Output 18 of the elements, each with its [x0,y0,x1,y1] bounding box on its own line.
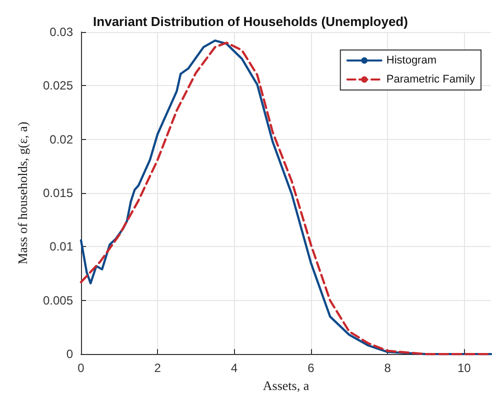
x-tick-label: 4 [230,361,238,376]
x-tick-label: 2 [154,361,162,376]
y-tick-label: 0.025 [42,78,74,93]
x-tick-label: 6 [308,361,315,376]
x-tick-label: 10 [458,361,472,376]
x-axis-title: Assets, a [262,378,310,393]
y-tick-label: 0.02 [50,132,74,146]
legend-label: Parametric Family [386,74,476,86]
y-axis-title: Mass of households, g(ε, a) [15,122,30,264]
y-tick-label: 0.01 [50,240,74,254]
y-tick-label: 0.015 [42,186,74,200]
y-tick-label: 0.005 [42,293,74,308]
y-tick-label: 0.03 [50,25,74,39]
legend-label: Histogram [386,54,436,66]
x-tick-label: 8 [384,361,392,376]
x-tick-label: 0 [78,361,85,376]
y-tick-label: 0 [66,347,74,362]
chart-title: Invariant Distribution of Households (Unemployed) [93,14,408,29]
